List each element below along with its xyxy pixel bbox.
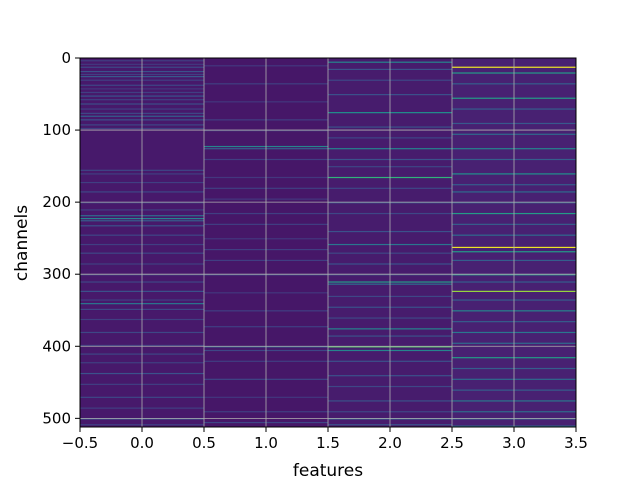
x-tick-label: −0.5 [62,434,98,452]
y-tick-label: 100 [42,121,71,139]
y-axis-label: channels [12,205,32,281]
y-tick-label: 200 [42,193,71,211]
y-tick-label: 0 [61,49,71,67]
x-tick-label: 0.5 [192,434,216,452]
x-tick-label: 3.5 [564,434,588,452]
x-tick-label: 2.5 [440,434,464,452]
x-tick-label: 1.5 [316,434,340,452]
axes: −0.5 0.0 0.5 1.0 1.5 2.0 2.5 3.0 3.5 0 100 200 300 40… [42,49,588,452]
x-axis-label: features [293,461,363,480]
y-tick-label: 500 [42,409,71,427]
x-tick-label: 2.0 [378,434,402,452]
x-tick-label: 3.0 [502,434,526,452]
y-tick-label: 400 [42,337,71,355]
x-tick-label: 1.0 [254,434,278,452]
y-tick-label: 300 [42,265,71,283]
x-tick-label: 0.0 [130,434,154,452]
